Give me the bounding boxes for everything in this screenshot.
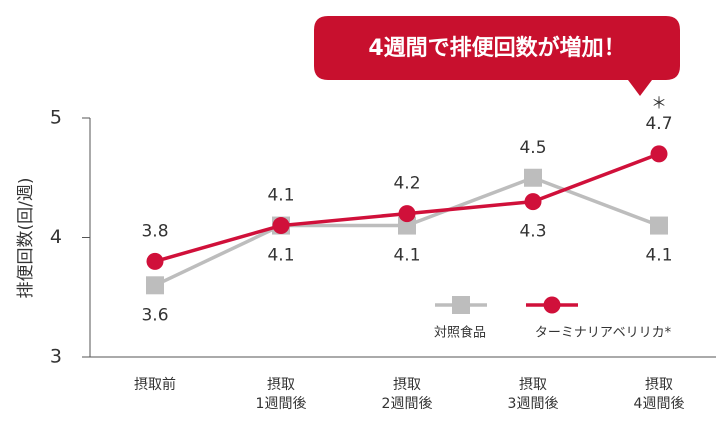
data-point: [524, 193, 542, 211]
data-point: [398, 205, 416, 223]
data-point: [650, 216, 668, 235]
y-tick-label: 3: [50, 346, 62, 368]
callout-text: 4週間で排便回数が増加！: [368, 35, 625, 61]
data-label: 4.1: [393, 246, 420, 266]
x-tick-label: 摂取 2週間後: [381, 377, 433, 412]
y-tick-label: 4: [50, 226, 62, 248]
legend-label: ターミナリアベリリカ*: [535, 326, 672, 341]
data-label: 4.1: [267, 186, 294, 206]
x-tick-label: 摂取 4週間後: [633, 377, 685, 412]
data-point: [146, 276, 164, 295]
data-point: [146, 252, 164, 270]
data-point: [524, 168, 542, 187]
data-label: 4.1: [645, 246, 672, 266]
x-tick-label: 摂取 3週間後: [507, 377, 559, 412]
data-label: 4.5: [519, 138, 546, 158]
significance-mark: ＊: [651, 94, 667, 113]
data-point: [650, 145, 668, 163]
data-label: 4.1: [267, 246, 294, 266]
callout-bubble: [314, 16, 680, 96]
data-label: 3.6: [141, 305, 168, 325]
y-tick-label: 5: [50, 107, 62, 129]
data-label: 4.3: [519, 222, 546, 242]
y-axis-label: 排便回数(回/週): [16, 178, 36, 299]
legend-marker: [452, 296, 470, 314]
legend-label: 対照食品: [434, 325, 486, 341]
legend-marker: [543, 296, 561, 314]
data-point: [272, 217, 290, 235]
data-label: 3.8: [141, 221, 168, 241]
x-tick-label: 摂取前: [134, 377, 176, 393]
data-point: [398, 216, 416, 235]
x-tick-label: 摂取 1週間後: [255, 377, 307, 412]
data-label: 4.2: [393, 174, 420, 194]
data-label: 4.7: [645, 114, 672, 134]
